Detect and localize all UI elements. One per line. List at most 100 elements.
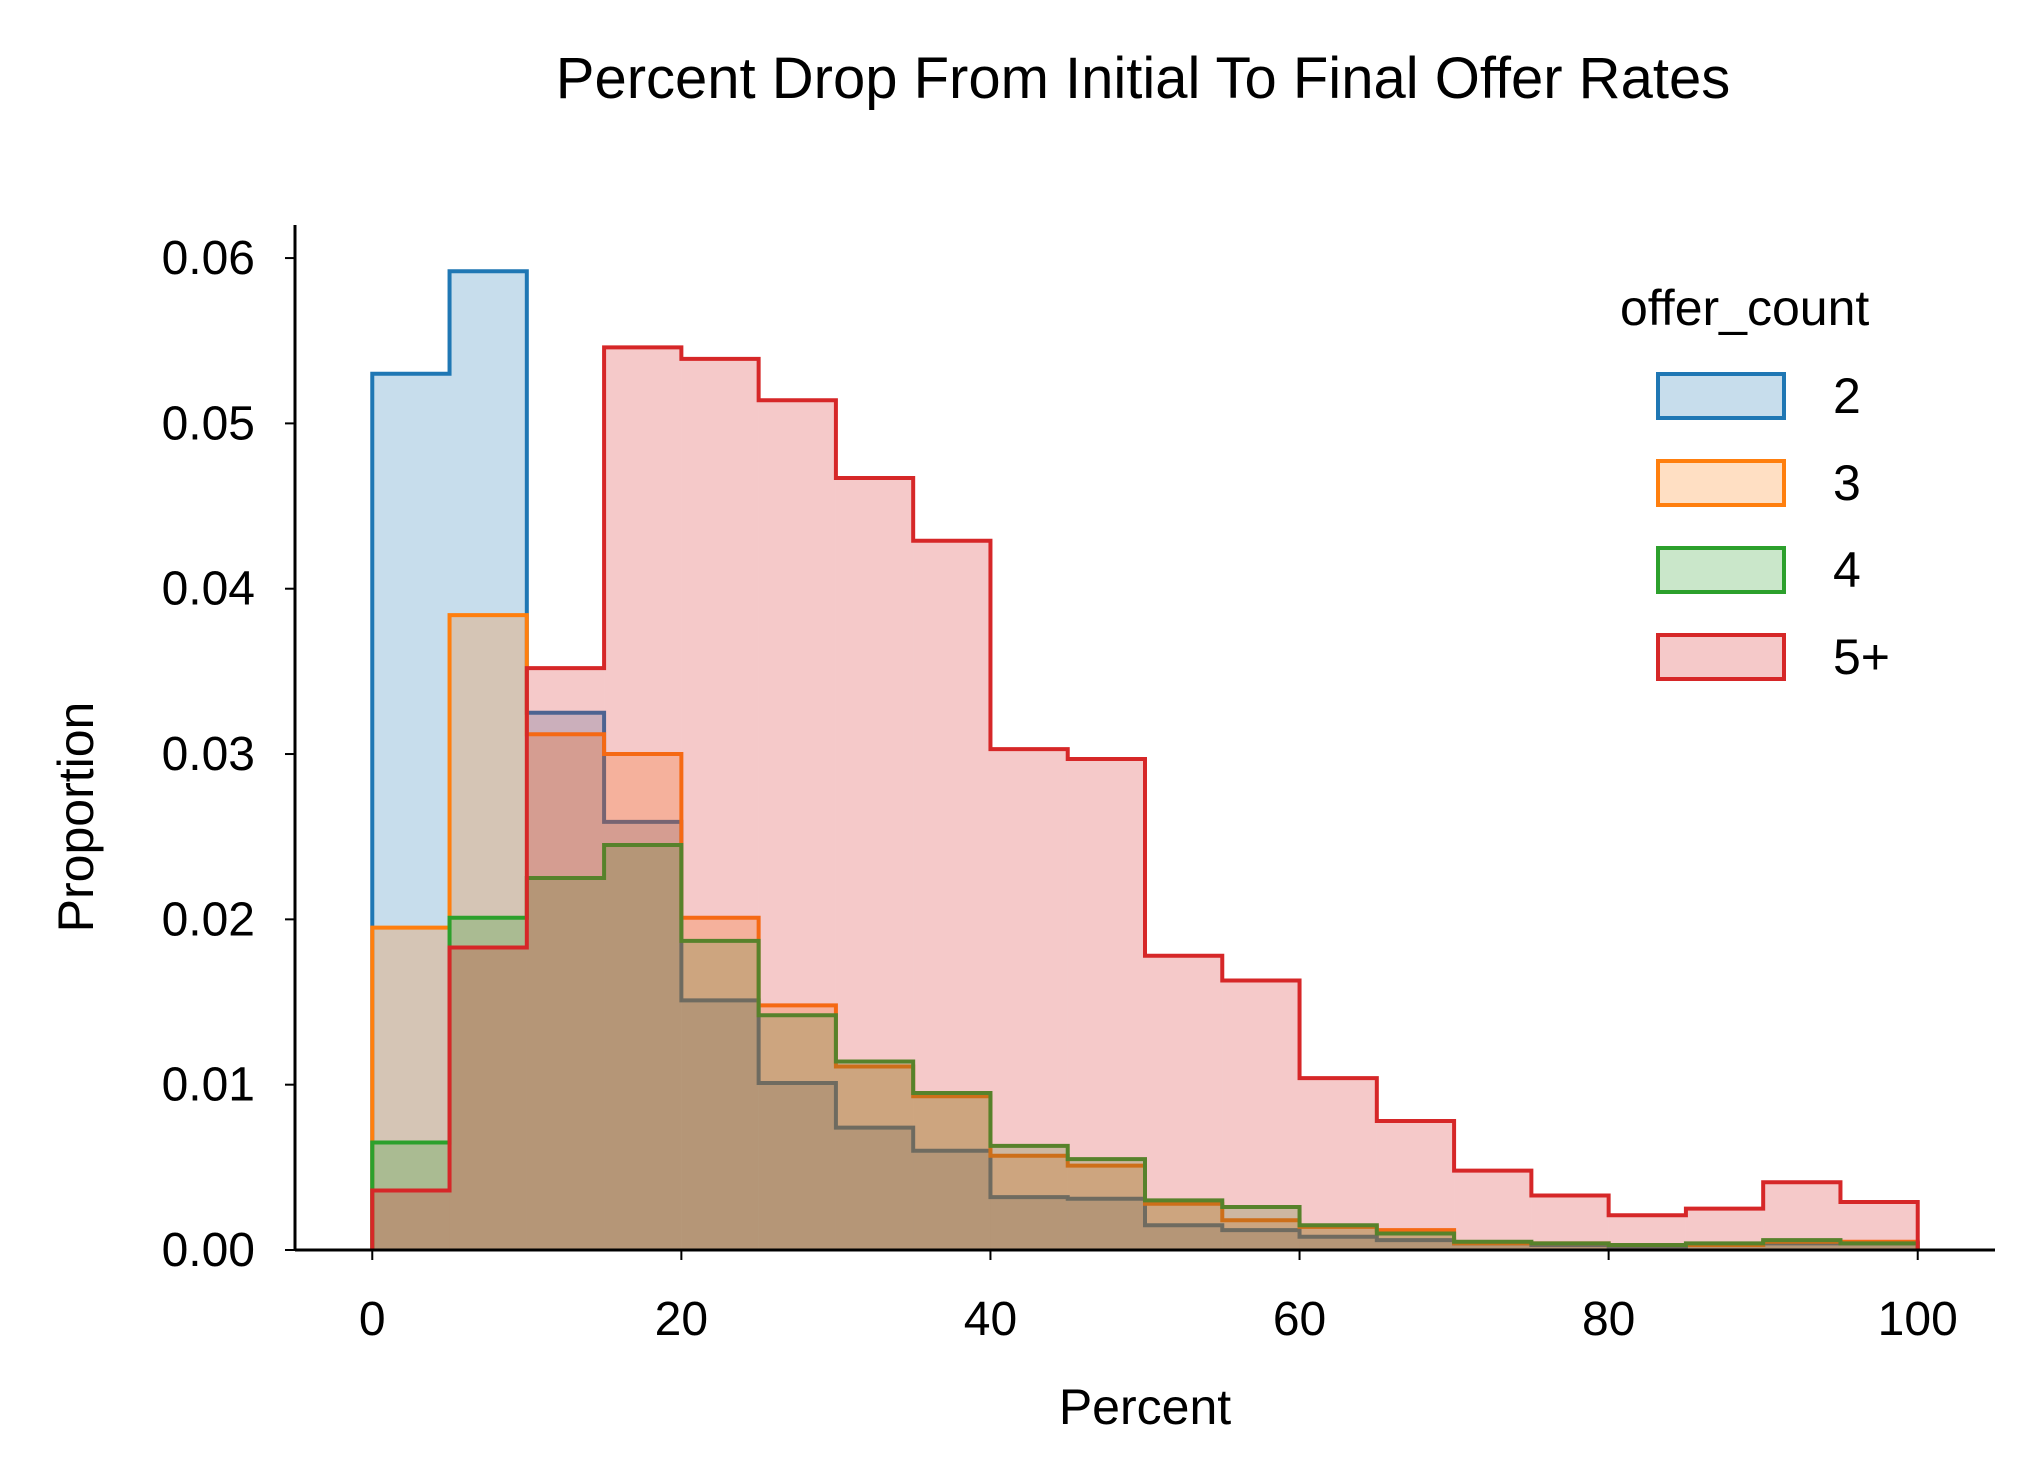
x-axis-ticks: 0 20 40 60 80 100 [359, 1250, 1958, 1346]
legend-label: 3 [1833, 455, 1861, 511]
legend-title: offer_count [1620, 280, 1869, 336]
bar [1685, 1208, 1764, 1250]
bar [1222, 1207, 1300, 1250]
bar [604, 821, 682, 1250]
bar [1685, 1245, 1764, 1250]
bar [449, 615, 527, 1250]
bar [913, 1150, 991, 1250]
histogram-bars [370, 269, 1920, 1251]
bar [990, 1145, 1068, 1250]
bar [604, 347, 682, 1250]
bar [1685, 1243, 1764, 1250]
bar [1840, 1243, 1918, 1250]
legend-label: 2 [1833, 368, 1861, 424]
bar [990, 1155, 1068, 1250]
bar [1454, 1170, 1532, 1250]
x-axis-label: Percent [1059, 1379, 1231, 1435]
bar [1299, 1078, 1377, 1250]
bar [1608, 1245, 1686, 1250]
bar [681, 1000, 759, 1250]
bar [1145, 955, 1223, 1250]
bar [1608, 1245, 1686, 1250]
legend-swatch [1656, 459, 1786, 507]
bar [681, 940, 759, 1250]
bar [835, 1061, 914, 1250]
bar [681, 917, 759, 1250]
bar [1840, 1243, 1918, 1250]
bar [835, 1127, 914, 1250]
bar [1067, 758, 1145, 1250]
bar [1145, 1203, 1223, 1250]
bar [526, 668, 605, 1250]
bar [1376, 1240, 1455, 1250]
series-3 [370, 613, 1920, 1250]
legend-swatch [1656, 633, 1786, 681]
axes [293, 225, 1995, 1252]
bar [372, 373, 450, 1251]
bar [1376, 1233, 1455, 1250]
bar [1531, 1245, 1609, 1250]
x-tick-label: 60 [1273, 1293, 1326, 1346]
bar [1763, 1243, 1841, 1250]
bar [604, 844, 682, 1250]
series-5+ [370, 345, 1920, 1251]
legend-label: 4 [1833, 542, 1861, 598]
bar [758, 1005, 836, 1250]
bar [681, 358, 759, 1251]
bar [1840, 1241, 1918, 1250]
bar [1531, 1243, 1609, 1250]
series-outline [370, 345, 1920, 1250]
bar [1763, 1240, 1841, 1250]
bar [1531, 1195, 1609, 1250]
bar [526, 878, 605, 1250]
bar [758, 1015, 836, 1250]
bar [449, 947, 527, 1250]
bar [913, 1092, 991, 1250]
y-tick-label: 0.06 [162, 232, 255, 285]
bar [1145, 1200, 1223, 1250]
y-axis-label: Proportion [48, 702, 104, 933]
bar [1222, 980, 1300, 1250]
bar [1608, 1215, 1686, 1250]
bar [1454, 1241, 1532, 1250]
y-tick-label: 0.03 [162, 728, 255, 781]
y-tick-label: 0.00 [162, 1224, 255, 1277]
x-tick-label: 80 [1582, 1293, 1635, 1346]
bar [1763, 1241, 1841, 1250]
bar [1531, 1243, 1609, 1250]
bar [1299, 1225, 1377, 1250]
bar [990, 749, 1068, 1250]
x-tick-label: 40 [964, 1293, 1017, 1346]
bar [1840, 1202, 1918, 1250]
y-axis-ticks: 0.00 0.01 0.02 0.03 0.04 0.05 0.06 [162, 232, 295, 1277]
bar [1454, 1243, 1532, 1250]
bar [526, 734, 605, 1250]
bar [1067, 1165, 1145, 1250]
bar [1067, 1159, 1145, 1250]
bar [1067, 1198, 1145, 1250]
bar [913, 1096, 991, 1250]
bar [913, 540, 991, 1250]
series-2 [370, 269, 1920, 1251]
y-tick-label: 0.04 [162, 563, 255, 616]
y-tick-label: 0.02 [162, 893, 255, 946]
bar [835, 1066, 914, 1250]
legend-items: 2 3 4 5+ [1656, 368, 1890, 685]
legend-swatch [1656, 546, 1786, 594]
legend-label: 5+ [1833, 629, 1890, 685]
bar [1376, 1121, 1455, 1250]
y-tick-label: 0.01 [162, 1059, 255, 1112]
y-tick-label: 0.05 [162, 397, 255, 450]
bar [1222, 1230, 1300, 1250]
bar [990, 1197, 1068, 1250]
chart-title: Percent Drop From Initial To Final Offer… [556, 46, 1730, 111]
bar [449, 917, 527, 1250]
legend: offer_count 2 3 4 5+ [1620, 280, 1890, 685]
bar [1222, 1220, 1300, 1250]
bar [1299, 1226, 1377, 1250]
bar [604, 754, 682, 1250]
bar [449, 271, 527, 1251]
series-outline [370, 842, 1920, 1250]
bar [1763, 1182, 1841, 1250]
